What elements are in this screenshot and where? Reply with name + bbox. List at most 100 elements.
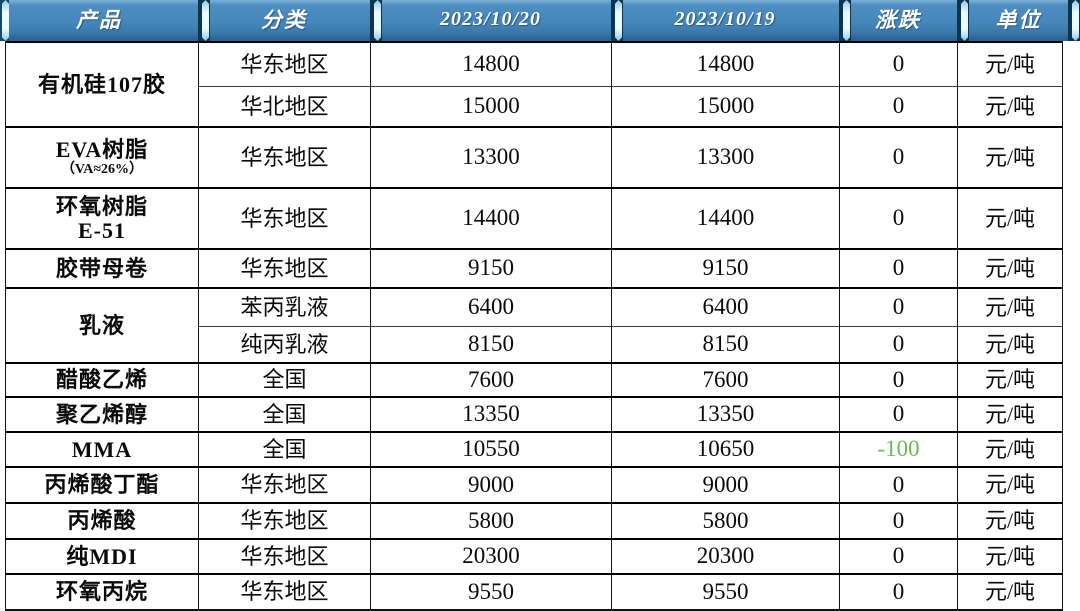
change-cell: 0 — [839, 187, 958, 249]
price-right-cell: 13300 — [611, 126, 840, 188]
category-cell: 华东地区 — [198, 41, 371, 86]
price-left-cell: 13300 — [370, 126, 612, 188]
price-right-cell: 5800 — [611, 502, 840, 539]
table-row: MMA 全国 10550 10650 -100 元/吨 — [5, 431, 1063, 467]
category-cell: 华东地区 — [198, 466, 371, 503]
header-category-label: 分类 — [261, 8, 307, 32]
product-cell: 环氧丙烷 — [5, 573, 199, 610]
unit-cell: 元/吨 — [957, 41, 1063, 86]
product-cell: 丙烯酸丁酯 — [5, 466, 199, 503]
bevel-icon — [957, 0, 969, 41]
product-name-line2: E-51 — [78, 218, 126, 244]
price-left-cell: 9150 — [370, 248, 612, 288]
table-row: 纯丙乳液 8150 8150 0 元/吨 — [6, 325, 1063, 363]
price-left-cell: 8150 — [370, 325, 612, 363]
change-cell: 0 — [839, 538, 958, 574]
unit-cell: 元/吨 — [957, 502, 1063, 539]
bevel-icon — [611, 0, 623, 41]
price-right-cell: 9150 — [611, 248, 840, 288]
header-change-label: 涨跌 — [875, 8, 921, 32]
product-cell: 乳液 — [5, 287, 199, 363]
header-date-right-label: 2023/10/19 — [674, 7, 776, 30]
header-unit-label: 单位 — [995, 8, 1042, 32]
table-row: 环氧丙烷 华东地区 9550 9550 0 元/吨 — [5, 573, 1063, 610]
change-cell: 0 — [839, 248, 958, 288]
price-left-cell: 13350 — [370, 396, 612, 432]
product-cell: 有机硅107胶 — [5, 41, 199, 127]
table-row: 醋酸乙烯 全国 7600 7600 0 元/吨 — [5, 362, 1063, 397]
product-cell: EVA树脂 （VA≈26%） — [5, 126, 199, 188]
price-left-cell: 7600 — [370, 362, 612, 397]
price-right-cell: 9550 — [611, 573, 840, 610]
table-row: 丙烯酸 华东地区 5800 5800 0 元/吨 — [5, 502, 1063, 539]
price-right-cell: 14400 — [611, 187, 840, 249]
unit-cell: 元/吨 — [957, 248, 1063, 288]
table-row: EVA树脂 （VA≈26%） 华东地区 13300 13300 0 元/吨 — [5, 126, 1063, 188]
product-cell: 环氧树脂 E-51 — [5, 187, 199, 249]
unit-cell: 元/吨 — [957, 431, 1063, 467]
category-cell: 华东地区 — [198, 126, 371, 188]
product-cell: 聚乙烯醇 — [5, 396, 199, 432]
header-change: 涨跌 — [839, 0, 957, 41]
price-right-cell: 20300 — [611, 538, 840, 574]
change-cell: 0 — [839, 466, 958, 503]
unit-cell: 元/吨 — [957, 538, 1063, 574]
product-cell: MMA — [5, 431, 199, 467]
category-cell: 华东地区 — [198, 248, 371, 288]
unit-cell: 元/吨 — [957, 126, 1063, 188]
table-row: 纯MDI 华东地区 20300 20300 0 元/吨 — [5, 538, 1063, 574]
table-header-row: 产品 分类 2023/10/20 2023/10/19 涨跌 单位 — [0, 0, 1080, 41]
header-date-right: 2023/10/19 — [611, 0, 839, 41]
change-cell: 0 — [839, 85, 958, 127]
price-right-cell: 15000 — [611, 85, 840, 127]
change-cell: 0 — [839, 126, 958, 188]
category-cell: 全国 — [198, 431, 371, 467]
change-cell-negative: -100 — [839, 431, 958, 467]
price-left-cell: 5800 — [370, 502, 612, 539]
price-right-cell: 8150 — [611, 325, 840, 363]
price-right-cell: 13350 — [611, 396, 840, 432]
unit-cell: 元/吨 — [957, 466, 1063, 503]
table-row: 聚乙烯醇 全国 13350 13350 0 元/吨 — [5, 396, 1063, 432]
price-right-cell: 14800 — [611, 41, 840, 86]
unit-cell: 元/吨 — [957, 396, 1063, 432]
header-product: 产品 — [0, 0, 198, 41]
table-row: 华北地区 15000 15000 0 元/吨 — [6, 85, 1063, 127]
category-cell: 华东地区 — [198, 187, 371, 249]
price-left-cell: 9550 — [370, 573, 612, 610]
table-row: 有机硅107胶 华东地区 14800 14800 0 元/吨 — [5, 41, 1063, 127]
header-date-left-label: 2023/10/20 — [439, 7, 542, 30]
header-date-left: 2023/10/20 — [370, 0, 611, 41]
unit-cell: 元/吨 — [957, 187, 1063, 249]
product-cell: 纯MDI — [5, 538, 199, 574]
table-row: 丙烯酸丁酯 华东地区 9000 9000 0 元/吨 — [5, 466, 1063, 503]
price-left-cell: 20300 — [370, 538, 612, 574]
header-product-label: 产品 — [76, 8, 122, 32]
change-cell: 0 — [839, 325, 958, 363]
price-table-body: 有机硅107胶 华东地区 14800 14800 0 元/吨 华北地区 1500… — [5, 41, 1063, 611]
header-unit: 单位 — [957, 0, 1080, 41]
price-left-cell: 9000 — [370, 466, 612, 503]
category-cell: 华东地区 — [198, 502, 371, 539]
product-subtitle: （VA≈26%） — [60, 162, 144, 178]
table-row: 环氧树脂 E-51 华东地区 14400 14400 0 元/吨 — [5, 187, 1063, 249]
price-right-cell: 7600 — [611, 362, 840, 397]
category-cell: 华北地区 — [198, 85, 371, 127]
bevel-icon — [370, 0, 382, 41]
bevel-icon — [0, 0, 9, 41]
change-cell: 0 — [839, 573, 958, 610]
header-category: 分类 — [198, 0, 370, 41]
price-right-cell: 6400 — [611, 287, 840, 326]
unit-cell: 元/吨 — [957, 85, 1063, 127]
product-name: EVA树脂 — [55, 137, 149, 163]
category-cell: 华东地区 — [198, 573, 371, 610]
category-cell: 苯丙乳液 — [198, 287, 371, 326]
change-cell: 0 — [839, 502, 958, 539]
product-cell: 丙烯酸 — [5, 502, 199, 539]
change-cell: 0 — [839, 396, 958, 432]
unit-cell: 元/吨 — [957, 325, 1063, 363]
table-row: 胶带母卷 华东地区 9150 9150 0 元/吨 — [5, 248, 1063, 288]
price-left-cell: 6400 — [370, 287, 612, 326]
unit-cell: 元/吨 — [957, 573, 1063, 610]
unit-cell: 元/吨 — [957, 362, 1063, 397]
